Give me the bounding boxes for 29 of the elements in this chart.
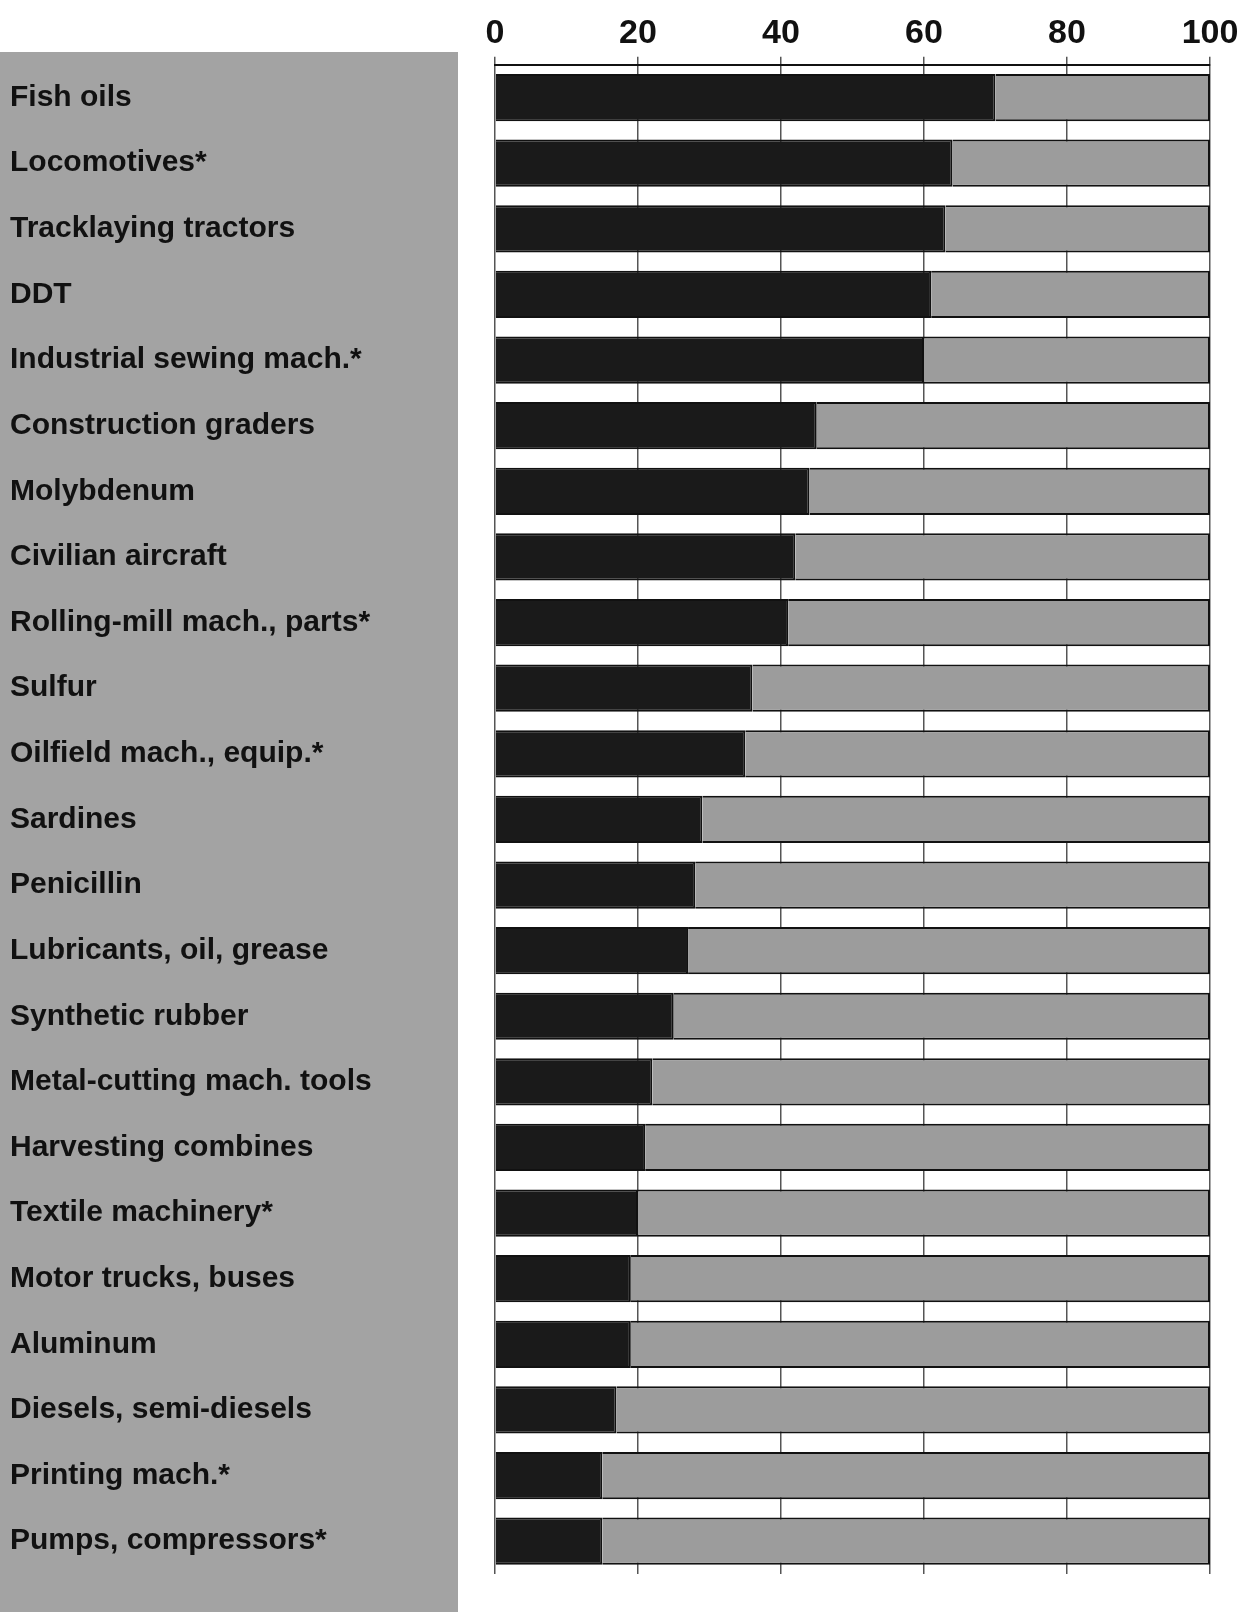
x-tick-label: 20 [619,11,657,50]
y-tick-label: Lubricants, oil, grease [10,931,329,965]
y-tick-label: DDT [10,275,72,309]
y-tick-label: Motor trucks, buses [10,1259,296,1293]
y-tick-label: Locomotives* [10,144,208,178]
x-tick-label: 0 [485,11,505,50]
y-tick-label: Diesels, semi-diesels [10,1391,312,1425]
y-tick-label: Tracklaying tractors [10,210,296,244]
y-tick-label: Sulfur [10,669,97,703]
x-tick-label: 100 [1181,11,1239,50]
x-tick-label: 80 [1048,11,1086,50]
y-tick-label: Construction graders [10,406,316,440]
y-tick-label: Civilian aircraft [10,538,227,572]
y-tick-label: Metal-cutting mach. tools [10,1063,372,1097]
y-tick-label: Oilfield mach., equip.* [10,735,324,769]
y-tick-label: Aluminum [10,1325,157,1359]
y-tick-label: Textile machinery* [10,1194,274,1228]
y-tick-label: Harvesting combines [10,1128,314,1162]
y-tick-label: Pumps, compressors* [10,1522,328,1556]
y-tick-label: Molybdenum [10,472,195,506]
y-tick-label: Synthetic rubber [10,997,249,1031]
y-tick-label: Fish oils [10,78,132,112]
y-tick-label: Industrial sewing mach.* [10,341,363,375]
x-tick-label: 40 [762,11,800,50]
x-tick-label: 60 [905,11,943,50]
y-tick-label: Rolling-mill mach., parts* [10,603,371,637]
y-tick-label: Sardines [10,800,137,834]
y-tick-label: Penicillin [10,866,142,900]
y-tick-label: Printing mach.* [10,1456,231,1490]
